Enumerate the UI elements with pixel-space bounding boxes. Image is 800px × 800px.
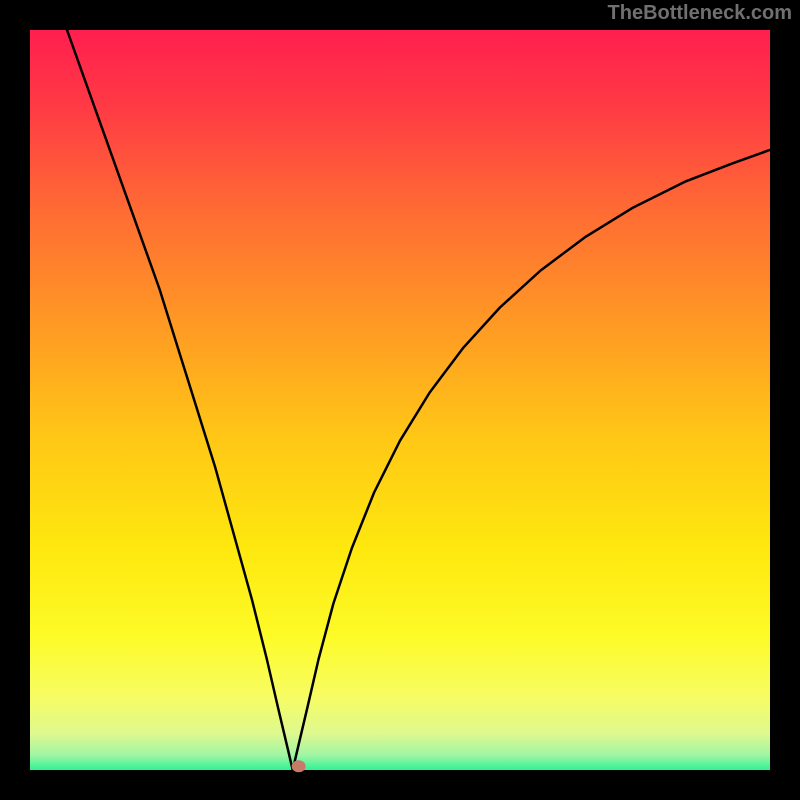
watermark-text: TheBottleneck.com (608, 2, 792, 25)
optimum-marker (292, 760, 306, 772)
chart-container: TheBottleneck.com (0, 0, 800, 800)
plot-background (30, 30, 770, 770)
bottleneck-chart (0, 0, 800, 800)
